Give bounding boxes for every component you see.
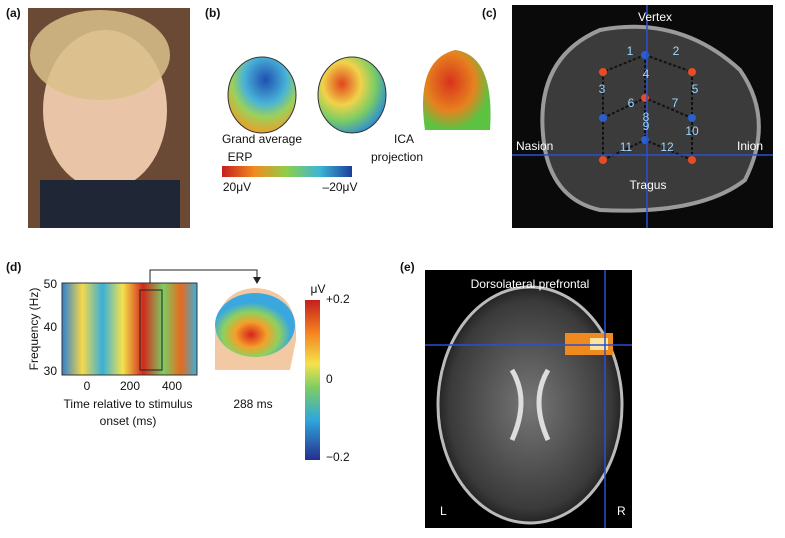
head-map: [317, 56, 387, 134]
tick-label: 400: [162, 379, 182, 393]
tick-label: 0: [84, 379, 91, 393]
electrode-label: 7: [672, 96, 679, 110]
side-label: L: [440, 504, 447, 518]
arrow: [149, 269, 258, 283]
caption: projection: [371, 150, 423, 164]
electrode-label: 5: [692, 82, 699, 96]
electrode-label: 11: [620, 140, 633, 154]
colorbar-label: 20μV: [223, 180, 251, 194]
colorbar: [222, 166, 352, 177]
electrode-label: 2: [673, 44, 680, 58]
colorbar-label: 0: [326, 372, 333, 386]
landmark: Inion: [737, 139, 763, 153]
activation: [590, 338, 608, 350]
caption: ICA: [394, 132, 414, 146]
head-outline: [540, 24, 761, 213]
tick-label: 40: [44, 320, 58, 334]
head-map: [215, 293, 295, 357]
electrode-label: 10: [685, 124, 699, 138]
landmark: Vertex: [638, 10, 672, 24]
electrode-label: 12: [660, 140, 674, 154]
landmark: Nasion: [516, 139, 553, 153]
eeg-cap: [30, 10, 170, 100]
panel-label: (d): [6, 260, 21, 274]
head-map: [227, 56, 297, 134]
caption: Grand average: [222, 132, 302, 146]
region-label: Dorsolateral prefrontal: [471, 277, 590, 291]
colorbar: [305, 300, 320, 460]
caption: ERP: [228, 150, 253, 164]
landmark: Tragus: [630, 178, 667, 192]
panel-label: (b): [205, 6, 220, 20]
tick-label: 50: [44, 277, 58, 291]
electrode-label: 4: [643, 67, 650, 81]
panel-label: (c): [482, 6, 497, 20]
tick-label: 30: [44, 364, 58, 378]
axis-label: onset (ms): [100, 414, 157, 428]
tick-label: 200: [120, 379, 140, 393]
side-label: R: [617, 504, 626, 518]
colorbar-label: –20μV: [323, 180, 358, 194]
clothing: [40, 180, 180, 228]
electrode-label: 6: [628, 96, 635, 110]
electrode-label: 1: [627, 44, 634, 58]
colorbar-label: +0.2: [326, 292, 350, 306]
axis-label: Time relative to stimulus: [64, 397, 193, 411]
panel-label: (e): [400, 260, 415, 274]
axis-label: Frequency (Hz): [27, 288, 41, 371]
panel-label: (a): [6, 6, 21, 20]
arrow-head: [253, 277, 261, 284]
ventricles: [509, 368, 551, 442]
electrode-label: 8: [643, 110, 650, 124]
brain-slice: [436, 285, 624, 525]
electrode-label: 3: [599, 82, 606, 96]
head-3d: [423, 50, 491, 130]
highlight-box: [139, 289, 163, 371]
colorbar-unit: μV: [311, 282, 326, 296]
caption: 288 ms: [233, 397, 272, 411]
electrode-label: 9: [643, 119, 650, 133]
time-frequency-map: [61, 282, 198, 376]
colorbar-label: −0.2: [326, 450, 350, 464]
